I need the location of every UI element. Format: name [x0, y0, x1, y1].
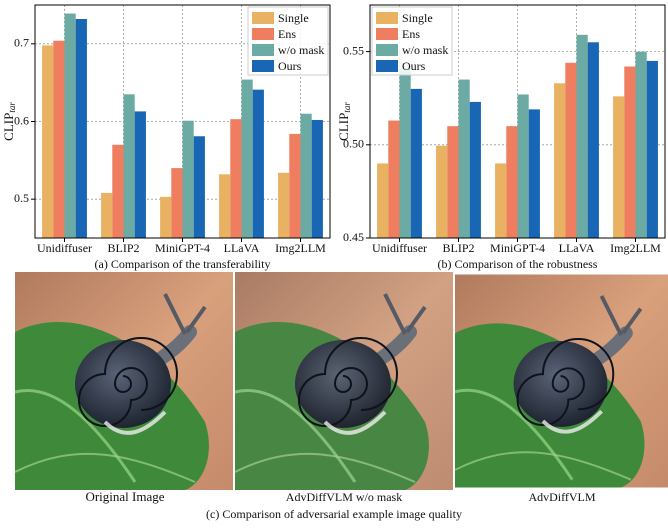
x-tick-label: Unidiffuser — [372, 241, 427, 255]
bar — [613, 96, 624, 238]
bar — [278, 173, 289, 238]
bar — [289, 134, 300, 238]
bar — [194, 136, 205, 238]
bar — [219, 174, 230, 238]
bar — [183, 121, 194, 238]
bar — [230, 119, 241, 238]
legend-label: Ours — [278, 59, 302, 73]
legend-swatch — [252, 60, 274, 72]
chart-caption: (b) Comparison of the robustness — [438, 257, 598, 271]
bar — [447, 126, 458, 238]
image-label: AdvDiffVLM — [528, 490, 595, 504]
bar — [529, 109, 540, 238]
image-panel — [15, 272, 233, 490]
y-axis-label-main: CLIP — [336, 113, 351, 141]
y-axis-label-sub: tar — [7, 102, 17, 113]
figure: Original Image AdvDiffVLM w/o mask AdvDi… — [0, 0, 668, 524]
bar — [301, 114, 312, 238]
bar — [459, 80, 470, 238]
legend-swatch — [252, 44, 274, 56]
image-panel — [235, 272, 453, 490]
bar — [135, 111, 146, 238]
legend-label: Single — [278, 11, 309, 25]
bar — [470, 102, 481, 238]
legend-label: Ens — [278, 27, 296, 41]
bar — [506, 126, 517, 238]
x-tick-label: BLIP2 — [107, 241, 139, 255]
bar — [518, 94, 529, 238]
legend-label: w/o mask — [278, 43, 324, 57]
bar — [53, 41, 64, 238]
bar — [253, 90, 264, 238]
legend-swatch — [252, 28, 274, 40]
bar — [160, 197, 171, 238]
y-tick-label: 0.45 — [343, 230, 364, 244]
x-tick-label: BLIP2 — [442, 241, 474, 255]
y-axis-label-sub: tar — [342, 102, 352, 113]
legend-label: Ours — [402, 59, 426, 73]
image-panel — [455, 275, 668, 488]
bar — [636, 52, 647, 238]
x-tick-label: MiniGPT-4 — [155, 241, 210, 255]
x-tick-label: Img2LLM — [610, 241, 661, 255]
bar — [388, 121, 399, 238]
bar — [42, 45, 53, 238]
chart-caption: (a) Comparison of the transferability — [95, 257, 271, 271]
y-axis-label-main: CLIP — [1, 113, 16, 141]
bar — [112, 145, 123, 238]
x-tick-label: Img2LLM — [275, 241, 326, 255]
y-tick-label: 0.5 — [14, 191, 29, 205]
image-caption: (c) Comparison of adversarial example im… — [206, 507, 462, 521]
bar — [647, 61, 658, 238]
legend-swatch — [376, 12, 398, 24]
legend-swatch — [376, 28, 398, 40]
x-tick-label: LLaVA — [224, 241, 260, 255]
bar — [124, 94, 135, 238]
x-tick-label: LLaVA — [559, 241, 595, 255]
legend-label: Ens — [402, 27, 420, 41]
x-tick-label: MiniGPT-4 — [490, 241, 545, 255]
image-label: AdvDiffVLM w/o mask — [286, 490, 402, 504]
bar — [554, 83, 565, 238]
x-tick-label: Unidiffuser — [37, 241, 92, 255]
bar — [565, 63, 576, 238]
y-tick-label: 0.55 — [343, 43, 364, 57]
bar — [588, 42, 599, 238]
bar — [577, 35, 588, 238]
legend-swatch — [252, 12, 274, 24]
bar — [377, 163, 388, 238]
image-label: Original Image — [85, 489, 164, 504]
legend-label: w/o mask — [402, 43, 448, 57]
y-tick-label: 0.6 — [14, 113, 29, 127]
bar — [436, 146, 447, 238]
bar — [76, 19, 87, 238]
y-axis-label: CLIPtar — [1, 102, 17, 141]
legend-label: Single — [402, 11, 433, 25]
y-axis-label: CLIPtar — [336, 102, 352, 141]
bar — [171, 168, 182, 238]
bar — [101, 193, 112, 238]
bar — [65, 14, 76, 238]
bar — [495, 163, 506, 238]
bar — [411, 89, 422, 238]
bar — [624, 67, 635, 238]
bar — [400, 68, 411, 238]
bar — [242, 80, 253, 238]
legend-swatch — [376, 44, 398, 56]
y-tick-label: 0.7 — [14, 36, 29, 50]
legend-swatch — [376, 60, 398, 72]
bar — [312, 120, 323, 238]
